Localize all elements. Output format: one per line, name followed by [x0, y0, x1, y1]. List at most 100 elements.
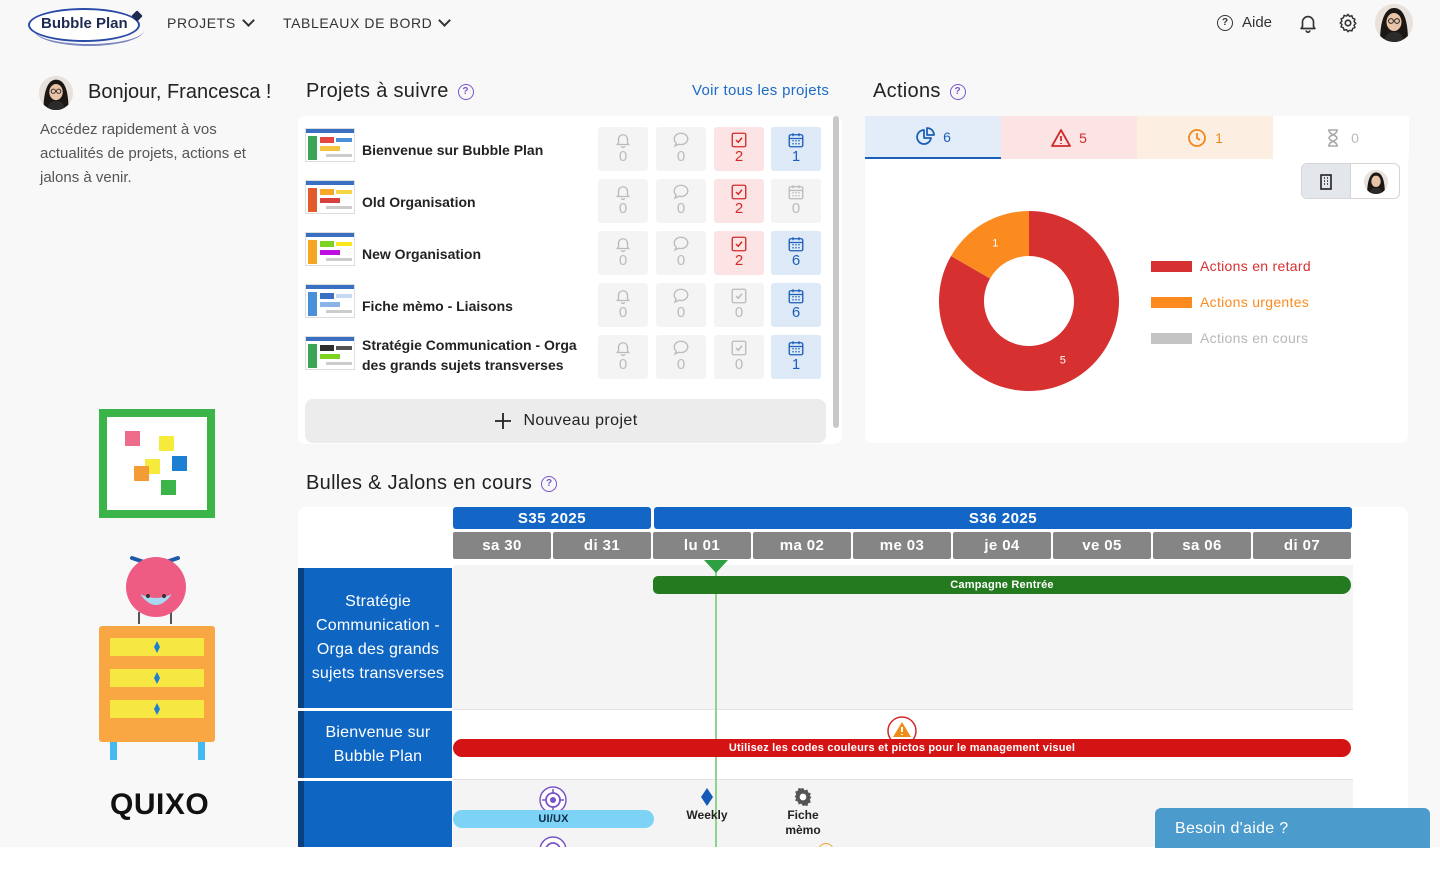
legend-ongoing[interactable]: Actions en cours: [1151, 330, 1308, 346]
counter-value: 0: [734, 356, 744, 373]
project-row[interactable]: New Organisation 0 0 2 6: [305, 231, 825, 283]
row-divider: [453, 709, 1353, 710]
project-actions-counter[interactable]: 2: [714, 231, 764, 275]
gantt-bar[interactable]: Campagne Rentrée: [653, 576, 1351, 594]
see-all-projects-link[interactable]: Voir tous les projets: [692, 82, 830, 99]
actions-tab-urgent[interactable]: 1: [1137, 116, 1273, 159]
day-header: ve 05: [1053, 532, 1151, 559]
donut-slice[interactable]: [951, 211, 1029, 279]
project-alerts-counter[interactable]: 0: [598, 127, 648, 171]
warning-bubble-icon[interactable]: [886, 716, 918, 746]
project-comments-counter[interactable]: 0: [656, 127, 706, 171]
quixo-character-illustration: [99, 556, 215, 760]
project-comments-counter[interactable]: 0: [656, 335, 706, 379]
project-milestones-counter[interactable]: 0: [771, 179, 821, 223]
project-comments-counter[interactable]: 0: [656, 283, 706, 327]
scope-toggle-me[interactable]: [1364, 170, 1388, 194]
legend-urgent[interactable]: Actions urgentes: [1151, 294, 1309, 310]
counter-value: 0: [618, 148, 628, 165]
counter-value: 0: [734, 304, 744, 321]
scope-toggle-organisation[interactable]: [1302, 164, 1351, 198]
project-name[interactable]: New Organisation: [362, 246, 482, 262]
counter-value: 0: [676, 356, 686, 373]
project-milestones-counter[interactable]: 6: [771, 231, 821, 275]
actions-tab-all[interactable]: 6: [865, 116, 1001, 159]
gear-milestone-icon[interactable]: [793, 787, 813, 807]
question-icon: ?: [1217, 14, 1233, 31]
gear-icon[interactable]: [1337, 12, 1359, 34]
day-header: lu 01: [653, 532, 751, 559]
counter-value: 1: [791, 148, 801, 165]
quixo-brand: QUIXO: [110, 788, 210, 821]
project-milestones-counter[interactable]: 1: [771, 335, 821, 379]
week-header: S36 2025: [654, 507, 1352, 529]
bell-icon[interactable]: [1297, 12, 1319, 34]
project-thumbnail[interactable]: [305, 336, 355, 370]
timeline-row-label[interactable]: [298, 781, 452, 851]
help-circle-icon[interactable]: ?: [949, 83, 966, 100]
nav-projets[interactable]: PROJETS: [167, 14, 255, 31]
legend-ongoing-label: Actions en cours: [1200, 330, 1309, 346]
donut-data-label: 5: [1060, 354, 1066, 366]
help-button[interactable]: ? Aide: [1217, 14, 1272, 31]
counter-value: 0: [676, 304, 686, 321]
project-comments-counter[interactable]: 0: [656, 231, 706, 275]
actions-tab-ongoing[interactable]: 0: [1273, 116, 1409, 159]
project-thumbnail[interactable]: [305, 232, 355, 266]
user-avatar[interactable]: [1375, 4, 1413, 42]
actions-tab-late[interactable]: 5: [1001, 116, 1137, 159]
project-thumbnail[interactable]: [305, 284, 355, 318]
counter-value: 0: [618, 252, 628, 269]
project-alerts-counter[interactable]: 0: [598, 335, 648, 379]
project-row[interactable]: Stratégie Communication - Orga des grand…: [305, 335, 825, 387]
project-thumbnail[interactable]: [305, 128, 355, 162]
project-comments-counter[interactable]: 0: [656, 179, 706, 223]
project-actions-counter[interactable]: 2: [714, 179, 764, 223]
actions-tab-late-count: 5: [1079, 129, 1087, 146]
actions-tab-ongoing-count: 0: [1351, 129, 1359, 146]
bell-icon: [616, 134, 630, 149]
project-name[interactable]: Fiche mèmo - Liaisons: [362, 298, 513, 314]
project-actions-counter[interactable]: 2: [714, 127, 764, 171]
donut-slice[interactable]: [939, 211, 1119, 391]
nav-tableaux-de-bord[interactable]: TABLEAUX DE BORD: [283, 14, 452, 31]
top-bar: Bubble Plan PROJETS TABLEAUX DE BORD ? A…: [0, 0, 1440, 48]
project-alerts-counter[interactable]: 0: [598, 231, 648, 275]
milestone-diamond-icon[interactable]: [700, 788, 714, 806]
bubble-plan-logo[interactable]: Bubble Plan: [28, 6, 144, 46]
project-name[interactable]: Stratégie Communication - Orga des grand…: [362, 337, 577, 373]
counter-value: 0: [676, 148, 686, 165]
project-alerts-counter[interactable]: 0: [598, 283, 648, 327]
project-actions-counter[interactable]: 0: [714, 283, 764, 327]
legend-late[interactable]: Actions en retard: [1151, 258, 1311, 274]
project-row[interactable]: Bienvenue sur Bubble Plan 0 0 2 1: [305, 127, 825, 179]
project-thumbnail[interactable]: [305, 180, 355, 214]
project-name[interactable]: Bienvenue sur Bubble Plan: [362, 142, 544, 158]
projects-scrollbar[interactable]: [833, 116, 839, 428]
gantt-bar[interactable]: Utilisez les codes couleurs et pictos po…: [453, 739, 1351, 757]
today-line: [715, 560, 717, 850]
gantt-bar[interactable]: UI/UX: [453, 810, 654, 828]
help-label: Aide: [1242, 14, 1273, 31]
timeline-row-label[interactable]: Bienvenue sur Bubble Plan: [298, 711, 452, 778]
help-chat-widget[interactable]: Besoin d'aide ?: [1155, 808, 1430, 848]
counter-value: 0: [618, 304, 628, 321]
project-milestones-counter[interactable]: 6: [771, 283, 821, 327]
project-name[interactable]: Old Organisation: [362, 194, 476, 210]
legend-swatch: [1151, 260, 1192, 272]
timeline-row-label[interactable]: Stratégie Communication - Orga des grand…: [298, 568, 452, 708]
project-row[interactable]: Fiche mèmo - Liaisons 0 0 0 6: [305, 283, 825, 335]
greeting-avatar: [39, 76, 73, 110]
project-milestones-counter[interactable]: 1: [771, 127, 821, 171]
comment-icon: [673, 184, 689, 200]
project-actions-counter[interactable]: 0: [714, 335, 764, 379]
new-project-button[interactable]: Nouveau projet: [305, 399, 826, 443]
project-row[interactable]: Old Organisation 0 0 2 0: [305, 179, 825, 231]
legend-swatch: [1151, 332, 1192, 344]
help-circle-icon[interactable]: ?: [457, 83, 474, 100]
project-alerts-counter[interactable]: 0: [598, 179, 648, 223]
help-circle-icon[interactable]: ?: [541, 475, 558, 492]
target-icon[interactable]: [538, 836, 568, 850]
checkbox-icon: [731, 340, 747, 356]
day-header: sa 30: [453, 532, 551, 559]
